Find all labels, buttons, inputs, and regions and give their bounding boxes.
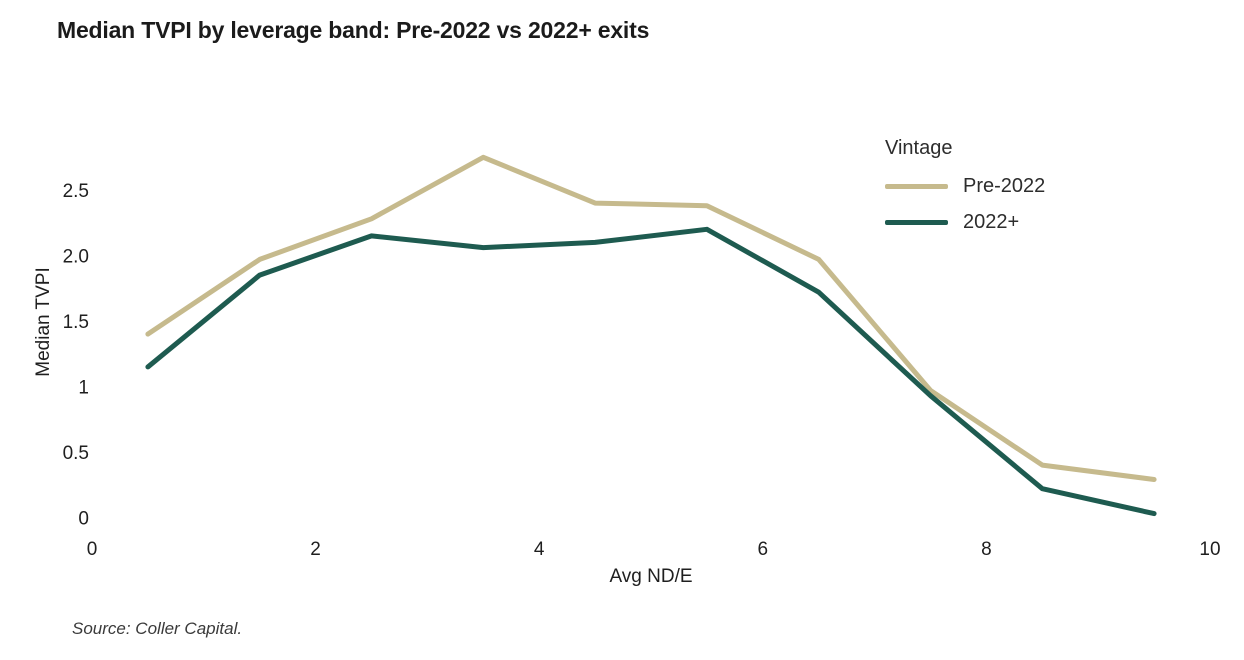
y-tick-label: 0.5 [63,443,89,464]
x-axis-title: Avg ND/E [609,566,693,587]
x-tick-label: 6 [758,539,769,560]
series-line-2022+ [145,226,1157,517]
series-line-Pre-2022 [145,154,1157,482]
y-axis-title: Median TVPI [33,267,54,377]
legend-item-2022-plus: 2022+ [885,210,1045,234]
legend-title: Vintage [885,137,953,159]
legend-label-pre-2022: Pre-2022 [963,174,1046,197]
legend-label-2022-plus: 2022+ [963,210,1020,233]
x-tick-label: 10 [1199,539,1220,560]
x-tick-label: 0 [87,539,98,560]
pre-2022-line-swatch [885,183,948,189]
2022-plus-line-swatch [885,219,948,225]
x-tick-label: 2 [310,539,321,560]
chart-title: Median TVPI by leverage band: Pre-2022 v… [57,17,650,43]
x-tick-label: 4 [534,539,545,560]
x-tick-label: 8 [981,539,992,560]
y-tick-label: 0 [78,509,89,530]
y-tick-label: 2.5 [63,181,89,202]
source-note: Source: Coller Capital. [72,619,243,638]
y-tick-label: 1 [78,378,89,399]
y-tick-label: 2.0 [63,247,89,268]
legend-item-pre-2022: Pre-2022 [885,174,1045,198]
legend: Vintage Pre-2022 2022+ [885,136,1045,246]
y-tick-label: 1.5 [63,312,89,333]
